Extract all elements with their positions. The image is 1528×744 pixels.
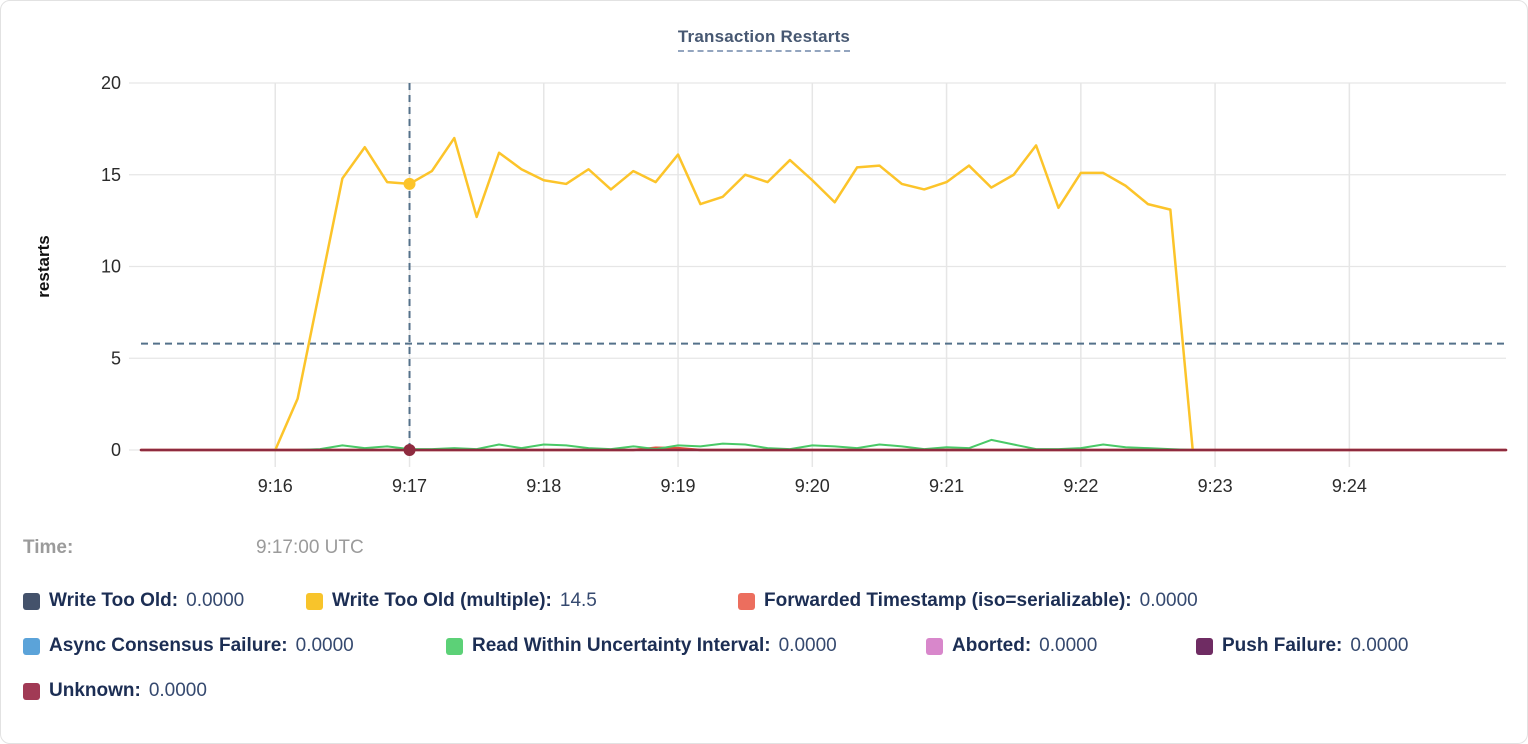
legend-swatch [23,637,40,655]
legend-swatch [306,592,323,610]
legend-item-value: 0.0000 [186,590,245,611]
legend-item-read-within-uncertainty[interactable]: Read Within Uncertainty Interval: 0.0000 [446,635,926,657]
legend-item-value: 0.0000 [148,680,207,701]
legend-item-value: 0.0000 [1039,635,1098,656]
hover-time-row: Time: 9:17:00 UTC [23,537,364,559]
series-write-too-old-multiple [274,136,1194,452]
hover-time-value: 9:17:00 UTC [256,537,364,558]
legend-item-label: Write Too Old (multiple): [332,590,552,611]
x-tick-label: 9:16 [258,476,293,496]
legend-item-label: Forwarded Timestamp (iso=serializable): [764,590,1132,611]
x-tick-label: 9:24 [1332,476,1367,496]
y-tick-label: 0 [111,440,121,460]
legend-swatch [23,592,40,610]
y-tick-label: 20 [101,73,121,93]
legend-item-value: 0.0000 [1350,635,1409,656]
x-tick-label: 9:22 [1063,476,1098,496]
legend-item-unknown[interactable]: Unknown: 0.0000 [23,680,207,702]
x-tick-label: 9:21 [929,476,964,496]
y-axis-label: restarts [34,235,53,297]
legend-item-value: 0.0000 [295,635,354,656]
x-tick-label: 9:20 [795,476,830,496]
y-tick-label: 5 [111,348,121,368]
transaction-restarts-chart[interactable]: 0 5 10 15 20 9:16 9:17 9:18 9:19 9:20 9:21 9:22 9:23… [1,1,1528,511]
x-tick-label: 9:17 [392,476,427,496]
legend-swatch [23,682,40,700]
legend-item-label: Aborted: [952,635,1032,656]
legend-row: Unknown: 0.0000 [23,680,207,702]
legend-item-label: Write Too Old: [49,590,179,611]
chart-title[interactable]: Transaction Restarts [677,27,851,52]
legend-item-label: Unknown: [49,680,141,701]
legend-item-value: 0.0000 [778,635,837,656]
y-tick-label: 15 [101,165,121,185]
legend-item-label: Push Failure: [1222,635,1343,656]
legend-swatch [738,592,755,610]
x-tick-label: 9:18 [526,476,561,496]
legend-swatch [1196,637,1213,655]
crosshair-dot-write-too-old-multiple [403,177,416,190]
legend-item-label: Read Within Uncertainty Interval: [472,635,771,656]
x-tick-label: 9:19 [661,476,696,496]
legend-item-forwarded-timestamp[interactable]: Forwarded Timestamp (iso=serializable): … [738,590,1198,612]
legend-item-value: 0.0000 [1139,590,1198,611]
legend-row: Async Consensus Failure: 0.0000 Read Wit… [23,635,1408,657]
legend-item-value: 14.5 [559,590,597,611]
legend-item-aborted[interactable]: Aborted: 0.0000 [926,635,1196,657]
x-tick-label: 9:23 [1198,476,1233,496]
legend-item-write-too-old-multiple[interactable]: Write Too Old (multiple): 14.5 [306,590,738,612]
legend-swatch [926,637,943,655]
chart-header: Transaction Restarts [1,27,1527,52]
crosshair-dot-unknown [403,444,416,456]
legend-item-write-too-old[interactable]: Write Too Old: 0.0000 [23,590,306,612]
legend-item-push-failure[interactable]: Push Failure: 0.0000 [1196,635,1408,657]
hover-time-label: Time: [23,537,74,558]
legend-item-label: Async Consensus Failure: [49,635,288,656]
y-tick-label: 10 [101,257,121,277]
legend-item-async-consensus-failure[interactable]: Async Consensus Failure: 0.0000 [23,635,446,657]
legend-row: Write Too Old: 0.0000 Write Too Old (mul… [23,590,1198,612]
legend-swatch [446,637,463,655]
